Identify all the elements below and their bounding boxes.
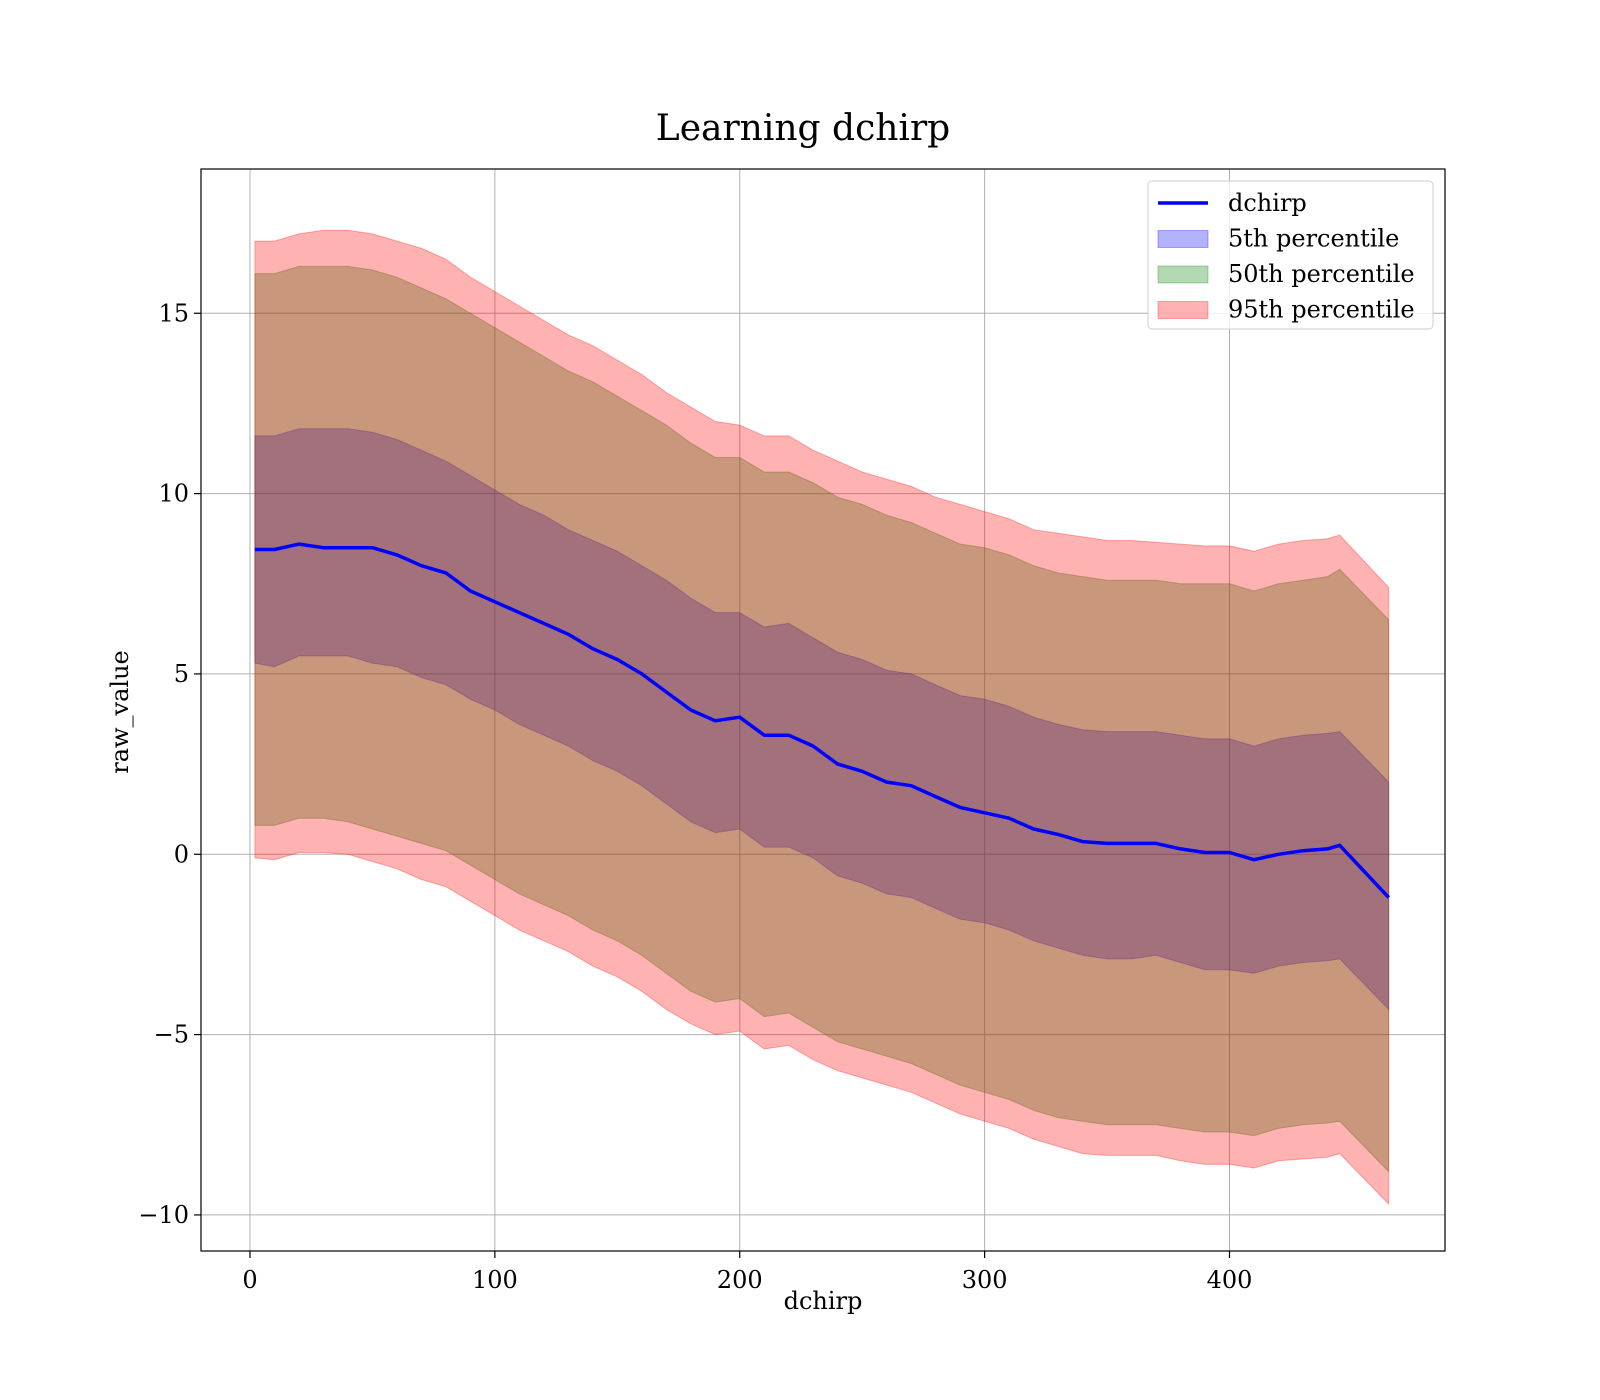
y-axis-label: raw_value <box>106 650 134 774</box>
legend-swatch-band <box>1157 230 1209 248</box>
legend-frame <box>1147 180 1434 330</box>
plot-area-frame <box>200 168 1446 1252</box>
x-tick-label: 400 <box>1207 1266 1253 1294</box>
x-tick-label: 200 <box>717 1266 763 1294</box>
x-axis-label: dchirp <box>784 1287 863 1315</box>
percentile-bands <box>254 229 1390 1206</box>
x-tick-label: 0 <box>242 1266 257 1294</box>
series-lines <box>254 542 1390 899</box>
legend-label: 50th percentile <box>1228 260 1415 288</box>
x-axis-ticks: 0 100 200 300 400 <box>242 1251 1252 1294</box>
y-tick-label: 10 <box>158 480 189 508</box>
chart-title: Learning dchirp <box>656 108 950 149</box>
y-tick-label: 15 <box>158 299 189 327</box>
legend: dchirp 5th percentile 50th percentile 95th … <box>1147 180 1434 330</box>
y-tick-label: −5 <box>154 1021 189 1049</box>
band-5th-percentile <box>254 428 1390 1011</box>
band-50th-percentile <box>254 265 1390 1173</box>
x-tick-label: 300 <box>962 1266 1008 1294</box>
legend-swatch-band <box>1157 301 1209 319</box>
y-axis-ticks: −10 −5 0 5 10 15 <box>138 299 201 1229</box>
series-line-dchirp <box>254 542 1390 899</box>
x-tick-label: 100 <box>472 1266 518 1294</box>
legend-label: 5th percentile <box>1228 225 1399 253</box>
y-tick-label: −10 <box>138 1201 189 1229</box>
band-95th-percentile <box>254 229 1390 1206</box>
legend-label: dchirp <box>1228 189 1307 217</box>
legend-label: 95th percentile <box>1228 296 1415 324</box>
y-tick-label: 5 <box>174 660 189 688</box>
legend-swatch-band <box>1157 265 1209 284</box>
y-tick-label: 0 <box>174 840 189 868</box>
